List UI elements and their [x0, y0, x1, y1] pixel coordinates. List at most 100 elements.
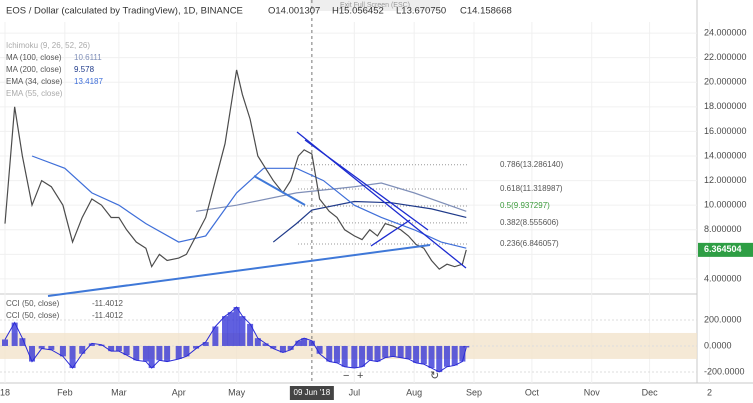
y-tick-label: -200.0000 — [704, 366, 745, 376]
cci-bar — [351, 345, 358, 369]
cci-bar — [175, 345, 182, 359]
cci-bar — [287, 345, 294, 350]
cci-bar — [301, 338, 308, 346]
y-tick-label: 10.000000 — [704, 200, 747, 210]
cci-bar — [428, 345, 435, 369]
cci-bar — [202, 342, 209, 346]
y-tick-label: 8.000000 — [704, 224, 742, 234]
trend-line — [253, 175, 306, 206]
exit-button[interactable] — [310, 0, 440, 11]
x-tick-label: Jul — [349, 387, 361, 397]
x-tick-label: May — [228, 387, 246, 397]
x-tick-label: 2 — [707, 387, 712, 397]
x-tick-label: 18 — [0, 387, 10, 397]
x-tick-label: Oct — [525, 387, 540, 397]
cci-bar — [239, 316, 246, 346]
legend-entry: MA (100, close) — [6, 53, 62, 62]
zoom-in[interactable]: + — [357, 370, 363, 382]
y-tick-label: 14.000000 — [704, 150, 747, 160]
legend-entry: MA (200, close) — [6, 65, 62, 74]
y-tick-label: 24.000000 — [704, 27, 747, 37]
ohlc-value: O14.001307 — [268, 6, 320, 17]
legend-entry: EMA (34, close) — [6, 77, 63, 86]
fib-label: 0.618(11.318987) — [500, 184, 563, 193]
cci-bar — [88, 343, 95, 346]
fib-label: 0.382(8.555606) — [500, 218, 559, 227]
cci-bar — [341, 345, 348, 367]
cci-bar — [326, 345, 333, 362]
x-tick-label: Sep — [466, 387, 482, 397]
cci-bar — [98, 344, 105, 346]
y-tick-label: 0.0000 — [704, 340, 732, 350]
cci-bar — [451, 345, 458, 366]
cci-bar — [115, 345, 122, 352]
cci-bar — [382, 345, 389, 358]
legend-entry: Ichimoku (9, 26, 52, 26) — [6, 41, 90, 50]
fib-label: 0.786(13.286140) — [500, 160, 564, 169]
cci-bar — [233, 307, 240, 346]
cci-bar — [29, 345, 36, 362]
cci-bar — [156, 345, 163, 361]
cci-bar — [308, 340, 315, 346]
cci-bar — [148, 345, 155, 369]
cci-bar — [79, 345, 86, 354]
legend-entry: CCI (50, close) — [6, 311, 60, 320]
cci-bar — [164, 345, 171, 362]
cci-bar — [295, 340, 302, 346]
price-label: 6.364504 — [704, 244, 742, 254]
fib-label: 0.236(6.846057) — [500, 239, 559, 248]
cci-bar — [366, 345, 373, 361]
cci-bar — [279, 345, 286, 353]
cci-bar — [133, 345, 140, 361]
legend-value: -11.4012 — [92, 311, 124, 320]
cci-bar — [193, 345, 200, 349]
cci-bar — [262, 343, 269, 346]
cci-bar — [397, 345, 404, 358]
zoom-out[interactable]: − — [343, 370, 349, 382]
ohlc-value: L13.670750 — [396, 6, 446, 17]
cci-bar — [222, 316, 229, 346]
cci-bar — [254, 338, 261, 346]
y-tick-label: 22.000000 — [704, 52, 747, 62]
toolbar: − + ↻ — [343, 370, 439, 382]
cci-bar — [270, 345, 277, 349]
legend-value: 9.578 — [74, 65, 95, 74]
cci-bar — [389, 345, 396, 357]
cci-bar — [459, 345, 466, 362]
ma-line — [31, 155, 467, 249]
cci-bar — [19, 338, 26, 346]
ohlc-value: H15.056452 — [332, 6, 384, 17]
cci-bar — [11, 322, 18, 346]
cci-bar — [2, 339, 8, 346]
cci-bar — [316, 345, 323, 354]
chart-title: EOS / Dollar (calculated by TradingView)… — [6, 6, 243, 17]
exit-label[interactable]: Exit Full Screen (ESC) — [340, 2, 410, 9]
cci-bar — [108, 345, 115, 352]
y-tick-label: 4.000000 — [704, 273, 742, 283]
reset[interactable]: ↻ — [430, 370, 439, 382]
y-tick-label: 20.000000 — [704, 77, 747, 87]
crosshair-box — [289, 386, 334, 400]
legend-entry: EMA (55, close) — [6, 89, 63, 98]
cci-bar — [405, 345, 412, 359]
cci-bar — [374, 345, 381, 362]
y-tick-label: 12.000000 — [704, 175, 747, 185]
cci-bar — [183, 345, 190, 357]
trend-line — [370, 219, 411, 247]
y-tick-label: 16.000000 — [704, 126, 747, 136]
legend-value: 10.6111 — [74, 53, 102, 62]
ma-line — [272, 200, 467, 243]
ma-line — [195, 182, 467, 212]
cci-bar — [436, 345, 443, 372]
cci-bar — [69, 345, 76, 369]
legend-value: 13.4187 — [74, 77, 103, 86]
legend-value: -11.4012 — [92, 299, 124, 308]
trend-line — [47, 244, 431, 297]
cci-bar — [48, 345, 55, 350]
trend-line — [304, 139, 429, 231]
cci-bar — [443, 345, 450, 367]
x-tick-label: Dec — [642, 387, 659, 397]
cci-bar — [227, 312, 234, 346]
cci-line — [4, 306, 467, 373]
